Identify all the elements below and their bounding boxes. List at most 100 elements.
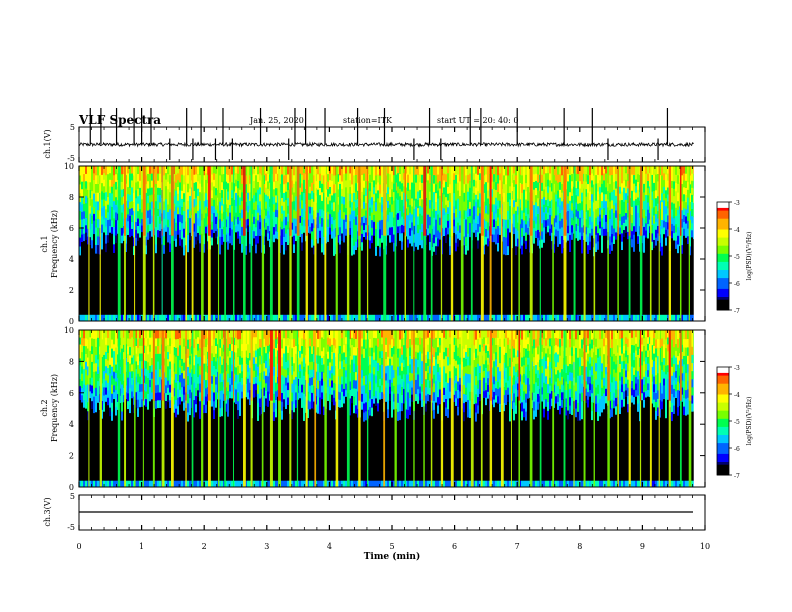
spectrogram-cell	[225, 362, 227, 372]
spectrogram-cell	[585, 181, 587, 190]
spectrogram-cell	[595, 242, 597, 252]
spectrogram-cell	[453, 219, 455, 227]
spectrogram-cell	[91, 190, 93, 200]
spectrogram-cell	[121, 173, 123, 182]
spectrogram-cell	[211, 236, 213, 246]
spectrogram-cell	[361, 224, 363, 234]
spectrogram-cell	[353, 236, 355, 246]
spectrogram-cell	[273, 181, 275, 190]
spectrogram-cell	[683, 179, 685, 188]
spectrogram-cell	[301, 166, 303, 176]
spectrogram-cell	[393, 314, 395, 321]
spectrogram-cell	[499, 314, 501, 321]
spectrogram-cell	[437, 314, 439, 321]
spectrogram-cell	[227, 166, 229, 175]
spectrogram-cell	[121, 196, 123, 205]
spectrogram-cell	[671, 230, 673, 239]
spectrogram-cell	[613, 204, 615, 214]
spectrogram-cell	[303, 199, 305, 207]
spectrogram-cell	[589, 216, 591, 225]
spectrogram-cell	[301, 337, 303, 347]
spectrogram-cell	[467, 314, 469, 321]
spectrogram-cell	[515, 227, 517, 238]
spectrogram-cell	[553, 200, 555, 210]
spectrogram-streak	[171, 166, 174, 236]
spectrogram-cell	[195, 166, 197, 175]
spectrogram-cell	[215, 480, 217, 487]
spectrogram-cell	[311, 368, 313, 378]
spectrogram-cell	[667, 228, 669, 237]
spectrogram-cell	[487, 314, 489, 321]
spectrogram-cell	[677, 166, 679, 176]
spectrogram-cell	[235, 205, 237, 213]
spectrogram-cell	[685, 208, 687, 217]
spectrogram-cell	[205, 395, 207, 405]
spectrogram-cell	[275, 373, 277, 383]
spectrogram-cell	[309, 345, 311, 355]
spectrogram-cell	[337, 173, 339, 182]
spectrogram-cell	[111, 199, 113, 207]
spectrogram-cell	[105, 330, 107, 338]
spectrogram-cell	[187, 217, 189, 227]
spectrogram-cell	[85, 232, 87, 240]
spectrogram-cell	[683, 314, 685, 321]
spectrogram-cell	[675, 207, 677, 216]
spectrogram-cell	[331, 180, 333, 189]
spectrogram-cell	[145, 244, 147, 255]
spectrogram-cell	[205, 354, 207, 364]
spectrogram-cell	[139, 187, 141, 195]
spectrogram-cell	[253, 343, 255, 351]
spectrogram-cell	[587, 209, 589, 220]
spectrogram-cell	[147, 224, 149, 233]
spectrogram-cell	[159, 391, 161, 401]
spectrogram-cell	[505, 210, 507, 220]
spectrogram-cell	[169, 345, 171, 354]
spectrogram-cell	[121, 401, 123, 412]
spectrogram-cell	[353, 245, 355, 255]
spectrogram-cell	[319, 314, 321, 321]
spectrogram-cell	[307, 225, 309, 233]
spectrogram-cell	[469, 180, 471, 188]
spectrogram-streak	[440, 166, 443, 321]
spectrogram-cell	[485, 314, 487, 321]
spectrogram-cell	[287, 220, 289, 230]
spectrogram-cell	[613, 212, 615, 221]
spectrogram-cell	[343, 314, 345, 321]
spectrogram-cell	[509, 212, 511, 220]
spectrogram-cell	[365, 202, 367, 211]
spectrogram-cell	[139, 166, 141, 174]
spectrogram-cell	[95, 218, 97, 228]
spectrogram-cell	[517, 214, 519, 223]
spectrogram-cell	[635, 185, 637, 193]
spectrogram-cell	[555, 200, 557, 209]
spectrogram-cell	[149, 480, 151, 487]
spectrogram-cell	[633, 314, 635, 321]
spectrogram-cell	[283, 183, 285, 193]
spectrogram-cell	[245, 210, 247, 220]
spectrogram-cell	[123, 330, 125, 338]
spectrogram-streak	[617, 166, 619, 236]
spectrogram-cell	[341, 225, 343, 234]
spectrogram-cell	[313, 330, 315, 339]
spectrogram-cell	[177, 193, 179, 201]
spectrogram-cell	[379, 219, 381, 230]
spectrogram-cell	[447, 199, 449, 208]
spectrogram-cell	[517, 222, 519, 231]
spectrogram-cell	[255, 192, 257, 202]
spectrogram-cell	[249, 200, 251, 210]
spectrogram-cell	[339, 217, 341, 228]
spectrogram-cell	[139, 391, 141, 400]
spectrogram-cell	[175, 347, 177, 357]
spectrogram-cell	[93, 330, 95, 339]
spectrogram-cell	[293, 346, 295, 356]
spectrogram-cell	[595, 225, 597, 235]
spectrogram-streak	[470, 166, 473, 321]
spectrogram-cell	[353, 201, 355, 211]
spectrogram-cell	[497, 225, 499, 235]
spectrogram-cell	[139, 208, 141, 217]
spectrogram-cell	[245, 363, 247, 371]
spectrogram-cell	[393, 174, 395, 184]
spectrogram-cell	[129, 330, 131, 339]
spectrogram-cell	[177, 179, 179, 188]
spectrogram-cell	[147, 202, 149, 211]
